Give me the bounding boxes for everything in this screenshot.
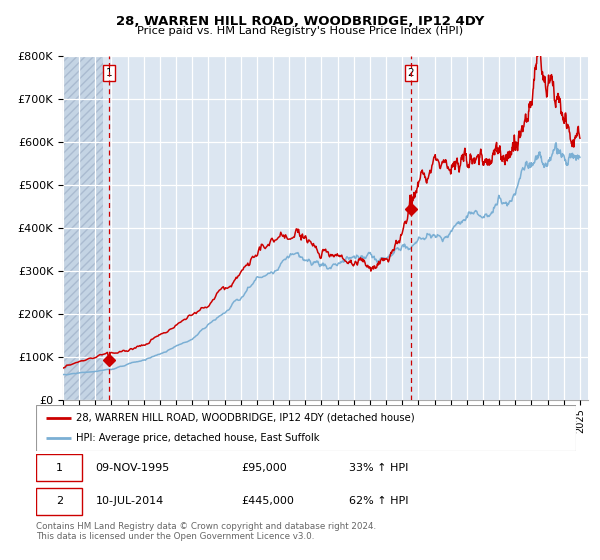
- Text: 1: 1: [106, 68, 113, 78]
- Text: HPI: Average price, detached house, East Suffolk: HPI: Average price, detached house, East…: [77, 433, 320, 443]
- Text: 1: 1: [56, 463, 63, 473]
- Text: 28, WARREN HILL ROAD, WOODBRIDGE, IP12 4DY: 28, WARREN HILL ROAD, WOODBRIDGE, IP12 4…: [116, 15, 484, 28]
- Text: 2: 2: [56, 496, 63, 506]
- Text: £445,000: £445,000: [241, 496, 294, 506]
- Text: 62% ↑ HPI: 62% ↑ HPI: [349, 496, 409, 506]
- Bar: [63, 56, 103, 400]
- Text: Price paid vs. HM Land Registry's House Price Index (HPI): Price paid vs. HM Land Registry's House …: [137, 26, 463, 36]
- Text: 33% ↑ HPI: 33% ↑ HPI: [349, 463, 409, 473]
- Text: 09-NOV-1995: 09-NOV-1995: [95, 463, 170, 473]
- Text: 2: 2: [407, 68, 414, 78]
- Text: 10-JUL-2014: 10-JUL-2014: [95, 496, 164, 506]
- Text: Contains HM Land Registry data © Crown copyright and database right 2024.
This d: Contains HM Land Registry data © Crown c…: [36, 522, 376, 542]
- Text: 28, WARREN HILL ROAD, WOODBRIDGE, IP12 4DY (detached house): 28, WARREN HILL ROAD, WOODBRIDGE, IP12 4…: [77, 413, 415, 423]
- FancyBboxPatch shape: [36, 454, 82, 481]
- FancyBboxPatch shape: [36, 405, 576, 451]
- Text: £95,000: £95,000: [241, 463, 287, 473]
- FancyBboxPatch shape: [36, 488, 82, 515]
